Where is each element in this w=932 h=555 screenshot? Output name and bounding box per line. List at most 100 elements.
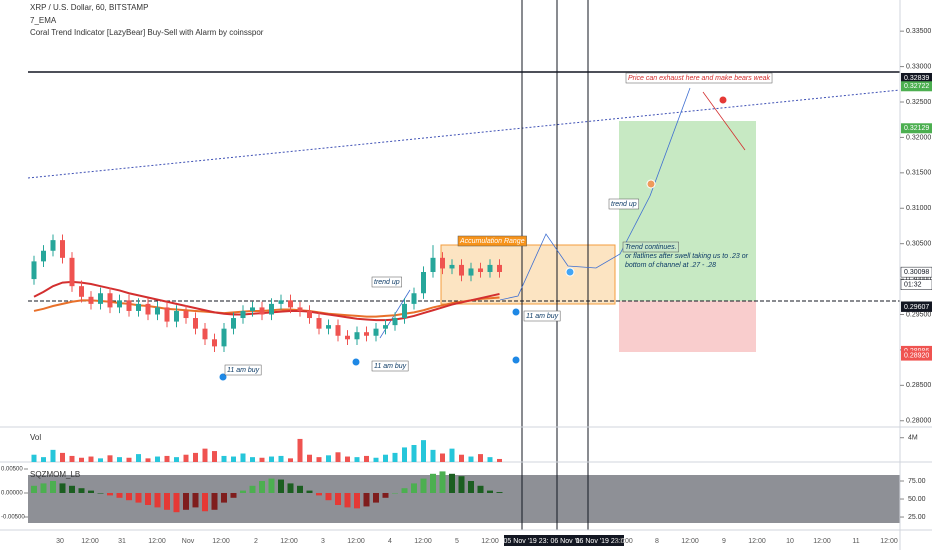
time-label: 12:00 (347, 538, 365, 545)
candle-body (364, 332, 369, 336)
y-tick-label: 0.33500 (906, 28, 931, 35)
volume-bar (440, 453, 445, 462)
candle-body (478, 268, 483, 272)
osc-bar (335, 492, 341, 505)
osc-bar (354, 492, 360, 509)
volume-bar (421, 440, 426, 462)
y-tick-label: 0.30000 (906, 276, 931, 283)
signal-icon (565, 267, 575, 277)
candle-body (297, 307, 303, 311)
volume-bar (231, 456, 236, 462)
volume-bar (307, 454, 312, 462)
osc-bar (297, 485, 303, 493)
osc-tick-label: 0.00000 (1, 491, 23, 497)
volume-bar (240, 453, 246, 462)
indicator-name: Coral Trend Indicator [LazyBear] Buy-Sel… (30, 28, 264, 37)
time-label: 12:00 (81, 538, 99, 545)
osc-bar (278, 479, 284, 493)
candle-body (354, 332, 360, 340)
volume-bar (316, 457, 322, 462)
osc-bar (449, 473, 455, 493)
annotation: Accumulation Range (459, 238, 525, 245)
candle-body (430, 257, 436, 272)
volume-bar (345, 456, 350, 462)
candle-body (107, 293, 113, 308)
osc-bar (154, 492, 161, 508)
indicator-line (33, 280, 500, 322)
volume-bar (164, 455, 170, 462)
time-label: 12:00 (481, 538, 499, 545)
volume-bar (50, 449, 56, 462)
volume-bar (373, 457, 379, 462)
osc-bar (78, 488, 85, 493)
candle-body (117, 300, 122, 308)
candle-body (79, 286, 84, 297)
volume-bar (459, 454, 464, 462)
time-label: 30 (56, 538, 64, 545)
volume-bar (183, 454, 189, 462)
osc-bar (116, 492, 123, 498)
signal-icon (718, 95, 728, 105)
candle-body (459, 264, 464, 276)
time-label: 12:00 (748, 538, 766, 545)
osc-bar (164, 492, 170, 510)
candle-body (440, 257, 445, 269)
annotation-box (625, 72, 773, 84)
osc-bar (306, 490, 313, 493)
candle-body (250, 307, 255, 311)
osc-tick-label: -0.00500 (1, 515, 25, 521)
annotation: 11 am buy (227, 367, 260, 374)
y-tick-label: 0.31000 (906, 205, 931, 212)
time-label: 12:00 (414, 538, 432, 545)
price-label: 0.32722 (904, 83, 929, 90)
annotation-box (622, 241, 679, 253)
candle-body (402, 303, 407, 319)
y-tick-label: 0.30500 (906, 241, 931, 248)
volume-bar (354, 457, 360, 462)
osc-bar (40, 483, 47, 493)
volume-bar (497, 458, 502, 462)
candle-body (288, 300, 293, 308)
volume-bar (221, 455, 227, 462)
annotation: Price can exhaust here and make bears we… (628, 75, 771, 82)
volume-bar (278, 455, 284, 462)
volume-label: Vol (30, 433, 41, 442)
osc-bar (173, 492, 180, 513)
y-tick-label: 0.28500 (906, 382, 931, 389)
time-label: 12:00 (615, 538, 633, 545)
time-label: 12:00 (212, 538, 230, 545)
osc-bar (363, 492, 370, 507)
volume-bar (326, 455, 331, 462)
time-label: 3 (321, 538, 325, 545)
candle-body (383, 325, 388, 329)
candle-body (259, 307, 265, 315)
volume-bar (269, 456, 274, 462)
y2-tick-label: 50.00 (908, 496, 926, 503)
candle-body (69, 257, 75, 287)
time-label: 12:00 (280, 538, 298, 545)
candle-body (335, 325, 341, 336)
time-label: 5 (455, 538, 459, 545)
y-tick-label: 0.33000 (906, 63, 931, 70)
signal-icon (646, 179, 656, 189)
time-label: 10 (786, 538, 794, 545)
osc-bar (221, 492, 227, 503)
time-label: 2 (254, 538, 258, 545)
symbol-title: XRP / U.S. Dollar, 60, BITSTAMP (30, 3, 148, 12)
candle-body (212, 339, 217, 347)
osc-bar (439, 471, 446, 493)
time-label: 9 (722, 538, 726, 545)
candle-body (202, 328, 208, 340)
candle-body (468, 268, 474, 276)
volume-bar (250, 457, 255, 462)
annotation: Trend continues. (625, 244, 677, 251)
osc-bar (31, 485, 37, 493)
volume-bar (383, 454, 388, 462)
volume-bar (79, 457, 84, 462)
osc-bar (458, 476, 465, 493)
osc-bar (373, 492, 379, 503)
candle-body (231, 318, 236, 329)
candle-body (183, 310, 189, 319)
y-tick-label: 0.29500 (906, 311, 931, 318)
